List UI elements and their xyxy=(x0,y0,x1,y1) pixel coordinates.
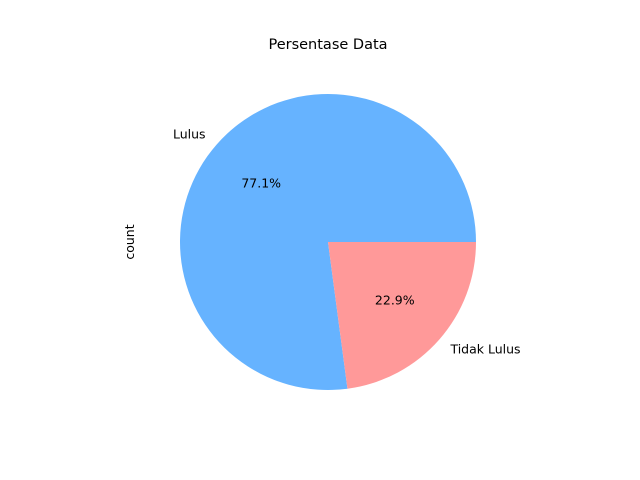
chart-title: Persentase Data xyxy=(268,37,387,53)
y-axis-label: count xyxy=(122,224,137,259)
slice-percent-lulus: 77.1% xyxy=(241,175,281,190)
slice-percent-tidak-lulus: 22.9% xyxy=(375,293,415,308)
slice-label-tidak-lulus: Tidak Lulus xyxy=(449,341,520,356)
pie-labels: Lulus 77.1% Tidak Lulus 22.9% xyxy=(173,127,521,357)
slice-label-lulus: Lulus xyxy=(173,127,206,142)
pie-slices xyxy=(180,94,477,391)
pie-slice-lulus xyxy=(180,94,477,391)
pie-slice-tidak-lulus xyxy=(328,242,476,389)
